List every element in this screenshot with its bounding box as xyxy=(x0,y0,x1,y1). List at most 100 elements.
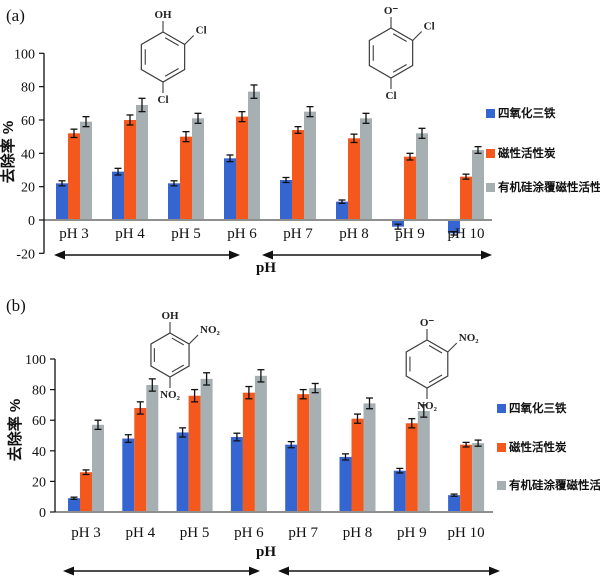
bar xyxy=(448,220,460,234)
bar xyxy=(56,183,68,220)
bar xyxy=(336,201,348,220)
bar xyxy=(472,149,484,220)
molecule-structure: OH Cl Cl xyxy=(140,9,207,106)
category-label: pH 9 xyxy=(397,525,427,541)
y-tick-label: -20 xyxy=(16,247,35,262)
bar xyxy=(68,133,80,220)
y-tick-label: 80 xyxy=(32,384,46,399)
legend-label: 四氧化三铁 xyxy=(498,108,556,120)
bar xyxy=(417,411,430,512)
category-label: pH 8 xyxy=(343,525,373,541)
category-label: pH 8 xyxy=(339,226,369,242)
y-tick-label: 100 xyxy=(25,353,46,368)
x-axis-title: pH xyxy=(256,544,276,560)
category-label: pH 3 xyxy=(71,525,101,541)
bar xyxy=(112,171,124,220)
bar xyxy=(351,418,364,512)
error-bars-磁性活性炭 xyxy=(70,110,470,180)
series-有机硅涂覆磁性活性炭 xyxy=(92,375,485,512)
x-axis-title: pH xyxy=(256,260,276,276)
series-四氧化三铁 xyxy=(68,432,461,512)
bar xyxy=(405,423,418,512)
y-tick-label: 20 xyxy=(21,181,35,196)
y-tick-label: 60 xyxy=(32,414,46,429)
category-label: pH 5 xyxy=(171,226,201,242)
bar xyxy=(92,424,104,512)
ph-range-arrow xyxy=(63,566,260,576)
series-四氧化三铁 xyxy=(56,158,460,234)
chart-panel-a: -20 0 20 40 60 80 100 pH 3 pH 4 pH 5 pH 6 pH 7 pH 8 p… xyxy=(0,5,492,276)
bar xyxy=(146,385,159,512)
bar xyxy=(192,118,204,220)
y-tick-label: 80 xyxy=(21,81,35,96)
bar xyxy=(360,118,372,220)
legend-item-coated-mac: 有机硅涂覆磁性活性炭 xyxy=(497,478,600,492)
molecule-top-label: OH xyxy=(161,310,179,322)
series-有机硅涂覆磁性活性炭 xyxy=(80,91,484,221)
legend-item-fe3o4: 四氧化三铁 xyxy=(486,106,600,120)
legend-label: 有机硅涂覆磁性活性炭 xyxy=(509,480,600,492)
legend-swatch-mac-icon xyxy=(497,442,506,452)
legend-swatch-coated-mac-icon xyxy=(497,480,506,490)
bar xyxy=(448,495,461,512)
category-label: pH 9 xyxy=(395,226,425,242)
bar xyxy=(248,91,260,221)
bar xyxy=(134,407,147,512)
bar xyxy=(392,220,404,227)
y-tick-label: 0 xyxy=(39,506,46,521)
legend-item-coated-mac: 有机硅涂覆磁性活性炭 xyxy=(486,180,600,194)
error-bars-磁性活性炭 xyxy=(82,385,470,476)
bar xyxy=(122,438,135,512)
molecule-structure: O⁻ Cl Cl xyxy=(368,5,435,102)
category-label: pH 4 xyxy=(115,226,145,242)
error-bars-四氧化三铁 xyxy=(58,154,458,236)
y-tick-label: 0 xyxy=(28,214,35,229)
category-label: pH 10 xyxy=(447,226,484,242)
bar xyxy=(404,156,416,220)
legend-label: 磁性活性炭 xyxy=(498,148,556,160)
bar xyxy=(80,472,92,512)
bar xyxy=(363,403,376,512)
bar xyxy=(168,183,180,220)
panel-a-label: (a) xyxy=(6,6,25,25)
molecule-ortho-label: Cl xyxy=(196,25,207,37)
category-label: pH 6 xyxy=(227,226,257,242)
bar xyxy=(188,395,201,512)
molecule-ortho-label: NO₂ xyxy=(459,332,480,344)
legend-label: 四氧化三铁 xyxy=(509,403,567,415)
molecule-para-label: NO₂ xyxy=(160,389,181,401)
bar xyxy=(242,392,255,512)
molecule-para-label: NO₂ xyxy=(417,400,438,412)
molecule-para-label: Cl xyxy=(158,94,169,106)
molecule-top-label: O⁻ xyxy=(420,317,435,329)
bar xyxy=(80,121,92,220)
bar xyxy=(297,394,310,512)
category-label: pH 5 xyxy=(180,525,210,541)
bar xyxy=(285,444,298,512)
legend-swatch-coated-mac-icon xyxy=(486,182,495,192)
molecule-ortho-label: Cl xyxy=(424,21,435,33)
molecule-ortho-label: NO₂ xyxy=(200,324,221,336)
bar xyxy=(460,444,473,512)
legend-panel-b: 四氧化三铁 磁性活性炭 有机硅涂覆磁性活性炭 xyxy=(497,401,600,492)
y-tick-label: 100 xyxy=(14,47,35,62)
bar xyxy=(176,432,189,512)
bar xyxy=(280,179,292,220)
legend-swatch-fe3o4-icon xyxy=(497,403,506,413)
panel-b-label: (b) xyxy=(6,296,26,315)
y-axis-title: 去除率 % xyxy=(6,399,24,462)
chart-panel-b: 0 20 40 60 80 100 pH 3 pH 4 pH 5 pH 6 pH 7 pH 8 pH 9… xyxy=(6,310,500,576)
legend-item-fe3o4: 四氧化三铁 xyxy=(497,401,600,415)
legend-swatch-mac-icon xyxy=(486,148,495,158)
category-label: pH 7 xyxy=(288,525,318,541)
legend-panel-a: 四氧化三铁 磁性活性炭 有机硅涂覆磁性活性炭 xyxy=(486,106,600,194)
error-bars-有机硅涂覆磁性活性炭 xyxy=(94,369,482,447)
series-磁性活性炭 xyxy=(68,116,472,220)
category-label: pH 6 xyxy=(234,525,264,541)
bar xyxy=(460,176,472,220)
error-bars-四氧化三铁 xyxy=(70,427,458,500)
error-bars-有机硅涂覆磁性活性炭 xyxy=(82,84,482,154)
bar xyxy=(309,388,322,512)
category-label: pH 3 xyxy=(59,226,89,242)
bar xyxy=(200,378,213,512)
